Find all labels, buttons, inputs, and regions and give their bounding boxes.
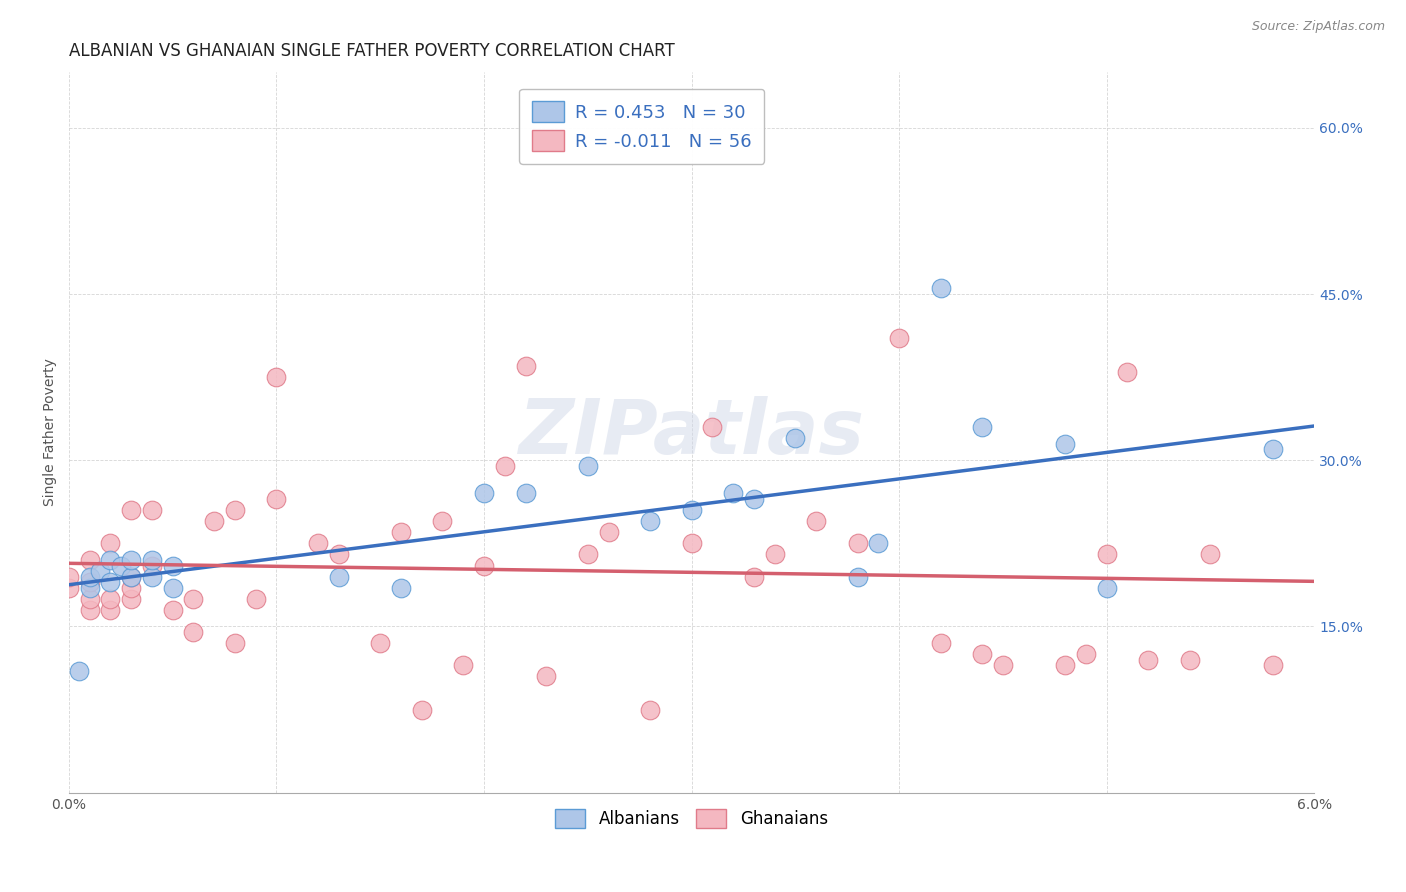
Point: [202, 514, 225, 528]
Point: [970, 420, 993, 434]
Point: [1054, 436, 1077, 450]
Point: [58, 569, 80, 583]
Point: [141, 553, 163, 567]
Point: [79, 569, 101, 583]
Point: [887, 331, 910, 345]
Point: [266, 491, 288, 506]
Point: [868, 536, 890, 550]
Point: [515, 486, 537, 500]
Point: [100, 536, 122, 550]
Text: ZIPatlas: ZIPatlas: [519, 395, 865, 469]
Point: [79, 581, 101, 595]
Point: [79, 553, 101, 567]
Text: ALBANIAN VS GHANAIAN SINGLE FATHER POVERTY CORRELATION CHART: ALBANIAN VS GHANAIAN SINGLE FATHER POVER…: [69, 42, 675, 60]
Point: [266, 370, 288, 384]
Point: [1116, 365, 1139, 379]
Point: [494, 458, 516, 473]
Point: [389, 581, 412, 595]
Point: [328, 548, 350, 562]
Point: [451, 658, 474, 673]
Point: [515, 359, 537, 373]
Point: [307, 536, 329, 550]
Point: [598, 525, 620, 540]
Point: [100, 553, 122, 567]
Point: [120, 569, 142, 583]
Point: [1261, 442, 1284, 457]
Point: [120, 591, 142, 606]
Point: [638, 514, 661, 528]
Point: [929, 636, 952, 650]
Text: Source: ZipAtlas.com: Source: ZipAtlas.com: [1251, 20, 1385, 33]
Point: [1074, 647, 1097, 661]
Point: [763, 548, 786, 562]
Point: [681, 503, 703, 517]
Point: [1137, 653, 1160, 667]
Point: [991, 658, 1014, 673]
Point: [162, 581, 184, 595]
Point: [120, 503, 142, 517]
Point: [100, 575, 122, 590]
Point: [79, 591, 101, 606]
Point: [120, 581, 142, 595]
Point: [576, 458, 599, 473]
Point: [472, 558, 495, 573]
Point: [742, 569, 765, 583]
Point: [1095, 581, 1118, 595]
Point: [681, 536, 703, 550]
Point: [846, 536, 869, 550]
Point: [1095, 548, 1118, 562]
Point: [1054, 658, 1077, 673]
Point: [224, 503, 246, 517]
Point: [100, 591, 122, 606]
Point: [472, 486, 495, 500]
Y-axis label: Single Father Poverty: Single Father Poverty: [44, 359, 58, 507]
Point: [162, 558, 184, 573]
Point: [1178, 653, 1201, 667]
Point: [1261, 658, 1284, 673]
Point: [79, 603, 101, 617]
Point: [67, 664, 90, 678]
Point: [1199, 548, 1222, 562]
Point: [162, 603, 184, 617]
Point: [224, 636, 246, 650]
Point: [929, 281, 952, 295]
Point: [141, 503, 163, 517]
Point: [328, 569, 350, 583]
Point: [536, 669, 558, 683]
Point: [183, 625, 205, 640]
Point: [110, 558, 132, 573]
Point: [970, 647, 993, 661]
Point: [79, 575, 101, 590]
Point: [120, 569, 142, 583]
Point: [804, 514, 827, 528]
Point: [141, 558, 163, 573]
Point: [58, 581, 80, 595]
Point: [368, 636, 391, 650]
Point: [141, 569, 163, 583]
Point: [721, 486, 744, 500]
Point: [183, 591, 205, 606]
Point: [89, 564, 111, 578]
Point: [432, 514, 454, 528]
Point: [411, 702, 433, 716]
Point: [245, 591, 267, 606]
Point: [785, 431, 807, 445]
Point: [100, 603, 122, 617]
Point: [389, 525, 412, 540]
Point: [638, 702, 661, 716]
Legend: Albanians, Ghanaians: Albanians, Ghanaians: [548, 802, 835, 835]
Point: [576, 548, 599, 562]
Point: [120, 553, 142, 567]
Point: [702, 420, 724, 434]
Point: [846, 569, 869, 583]
Point: [742, 491, 765, 506]
